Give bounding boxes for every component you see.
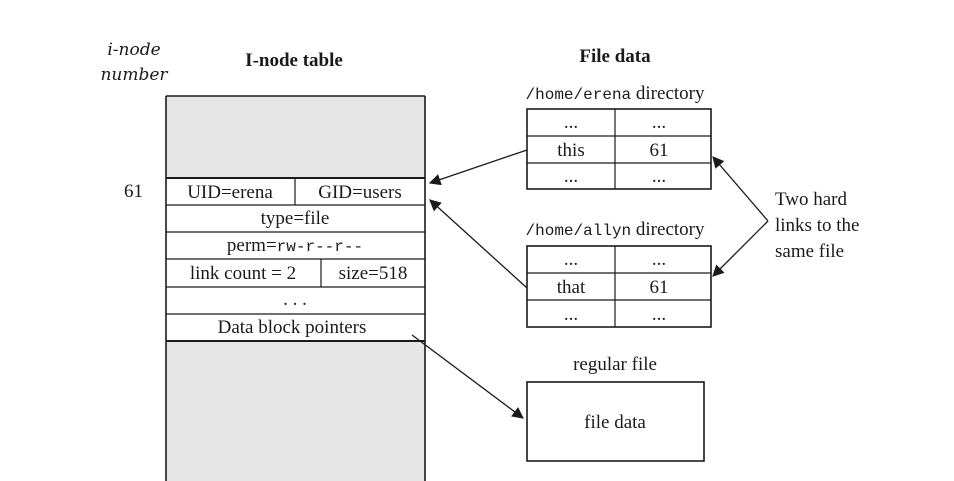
- dir-allyn-row-0-inode: ...: [651, 249, 667, 270]
- dir-erena-table: [526, 108, 712, 190]
- dir-allyn-path: /home/allyn: [525, 222, 632, 240]
- dir-allyn-row-1-inode: 61: [649, 277, 669, 298]
- dir-allyn-suffix: directory: [631, 219, 705, 240]
- inode-size: size=518: [338, 263, 408, 284]
- inode-type: type=file: [260, 208, 330, 229]
- inode-perm-label: perm=: [226, 235, 277, 256]
- inode-number-header-line2: number: [100, 65, 168, 85]
- dir-erena-row-0-name: ...: [563, 112, 579, 133]
- regular-file-label: regular file: [573, 354, 657, 375]
- inode-number-header-line1: i-node: [107, 40, 161, 60]
- inode-table-bottom-shade: [166, 341, 425, 481]
- dir-erena-row-1-name: this: [557, 140, 585, 161]
- dir-erena-path: /home/erena: [525, 86, 632, 104]
- dir-erena-label: /home/erena directory: [526, 84, 705, 103]
- dir-erena-row-0-inode: ...: [651, 112, 667, 133]
- inode-link-count: link count = 2: [189, 263, 297, 284]
- inode-gid: GID=users: [318, 182, 402, 203]
- dir-allyn-row-2-inode: ...: [651, 304, 667, 325]
- inode-ellipsis: . . .: [283, 289, 307, 310]
- dir-allyn-row-0-name: ...: [563, 249, 579, 270]
- dir-allyn-label: /home/allyn directory: [526, 220, 705, 239]
- inode-table: [165, 95, 426, 481]
- dir-allyn-row-2-name: ...: [563, 304, 579, 325]
- inode-perm: perm=rw-r--r--: [227, 236, 363, 255]
- arrow-pointers-to-file: [411, 334, 524, 419]
- inode-table-title: I-node table: [245, 50, 343, 71]
- annotation-line3: same file: [775, 241, 845, 262]
- dir-erena-row-2-name: ...: [563, 166, 579, 187]
- regular-file-box: [526, 381, 705, 462]
- file-data-title: File data: [579, 46, 651, 67]
- dir-erena-row-1-inode: 61: [649, 140, 669, 161]
- inode-uid: UID=erena: [187, 182, 273, 203]
- dir-allyn-row-1-name: that: [556, 277, 586, 298]
- inode-perm-value: rw-r--r--: [276, 238, 364, 256]
- arrow-annotation-to-allyn: [712, 220, 769, 277]
- inode-number: 61: [124, 181, 143, 202]
- arrow-annotation-to-erena: [712, 156, 769, 222]
- inode-table-top-shade: [166, 96, 425, 178]
- dir-erena-suffix: directory: [631, 83, 705, 104]
- annotation-line1: Two hard: [775, 189, 848, 210]
- arrow-allyn-to-inode: [429, 199, 528, 289]
- dir-erena-row-2-inode: ...: [651, 166, 667, 187]
- arrow-erena-to-inode: [428, 149, 528, 186]
- inode-data-block-pointers: Data block pointers: [217, 317, 367, 338]
- regular-file-content: file data: [584, 412, 646, 433]
- dir-allyn-table: [526, 245, 712, 328]
- annotation-line2: links to the: [775, 215, 860, 236]
